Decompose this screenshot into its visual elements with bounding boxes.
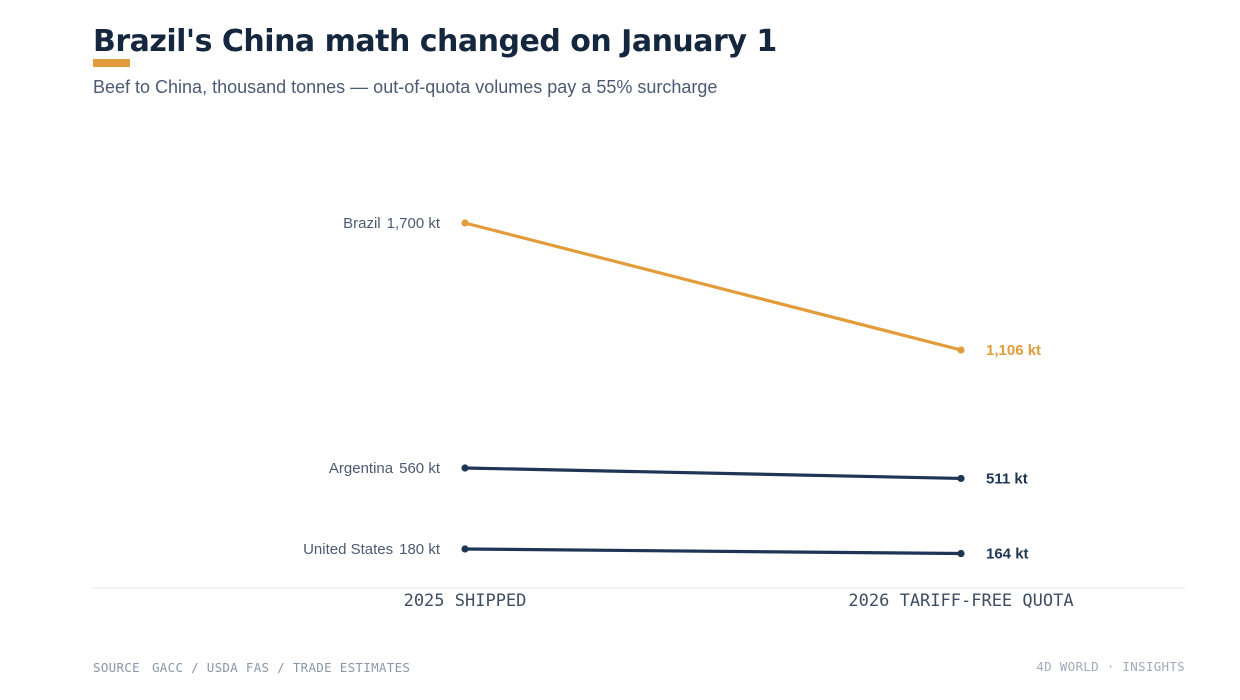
source-note: SOURCE GACC / USDA FAS / TRADE ESTIMATES — [93, 660, 410, 675]
series-line-united-states — [463, 547, 963, 556]
series-layer: 1,700 kt Brazil 1,106 kt 560 kt Argentina 511… — [303, 215, 1041, 563]
source-text: GACC / USDA FAS / TRADE ESTIMATES — [151, 660, 411, 675]
series-name-argentina: Argentina — [329, 460, 394, 477]
series-name-brazil: Brazil — [343, 215, 381, 232]
x-axis-label-2025: 2025 SHIPPED — [404, 591, 527, 611]
point-brazil-2026 — [957, 346, 965, 354]
brand-footer: 4D WORLD · INSIGHTS — [1036, 659, 1185, 674]
series-name-united-states: United States — [303, 541, 393, 558]
end-value-label-brazil: 1,106 kt — [986, 342, 1041, 359]
title-accent-bar — [93, 59, 130, 67]
chart-title: Brazil's China math changed on January 1 — [93, 24, 777, 59]
point-united-states-2025 — [461, 545, 469, 553]
chart-subtitle: Beef to China, thousand tonnes — out-of-… — [93, 77, 718, 97]
series-brazil: 1,700 kt Brazil 1,106 kt — [343, 215, 1041, 359]
series-line-argentina — [463, 466, 963, 481]
end-value-label-argentina: 511 kt — [986, 470, 1028, 487]
point-argentina-2025 — [461, 464, 469, 472]
point-brazil-2025 — [461, 219, 469, 227]
source-label: SOURCE — [93, 660, 140, 675]
end-value-label-united-states: 164 kt — [986, 546, 1029, 563]
series-argentina: 560 kt Argentina 511 kt — [329, 460, 1028, 487]
x-axis-label-2026: 2026 TARIFF-FREE QUOTA — [848, 591, 1073, 611]
series-united-states: 180 kt United States 164 kt — [303, 541, 1028, 563]
start-value-label-argentina: 560 kt — [399, 460, 441, 477]
start-value-label-brazil: 1,700 kt — [387, 215, 441, 232]
point-united-states-2026 — [957, 549, 965, 558]
series-line-brazil — [463, 221, 963, 352]
point-argentina-2026 — [957, 474, 965, 483]
start-value-label-united-states: 180 kt — [399, 541, 441, 558]
